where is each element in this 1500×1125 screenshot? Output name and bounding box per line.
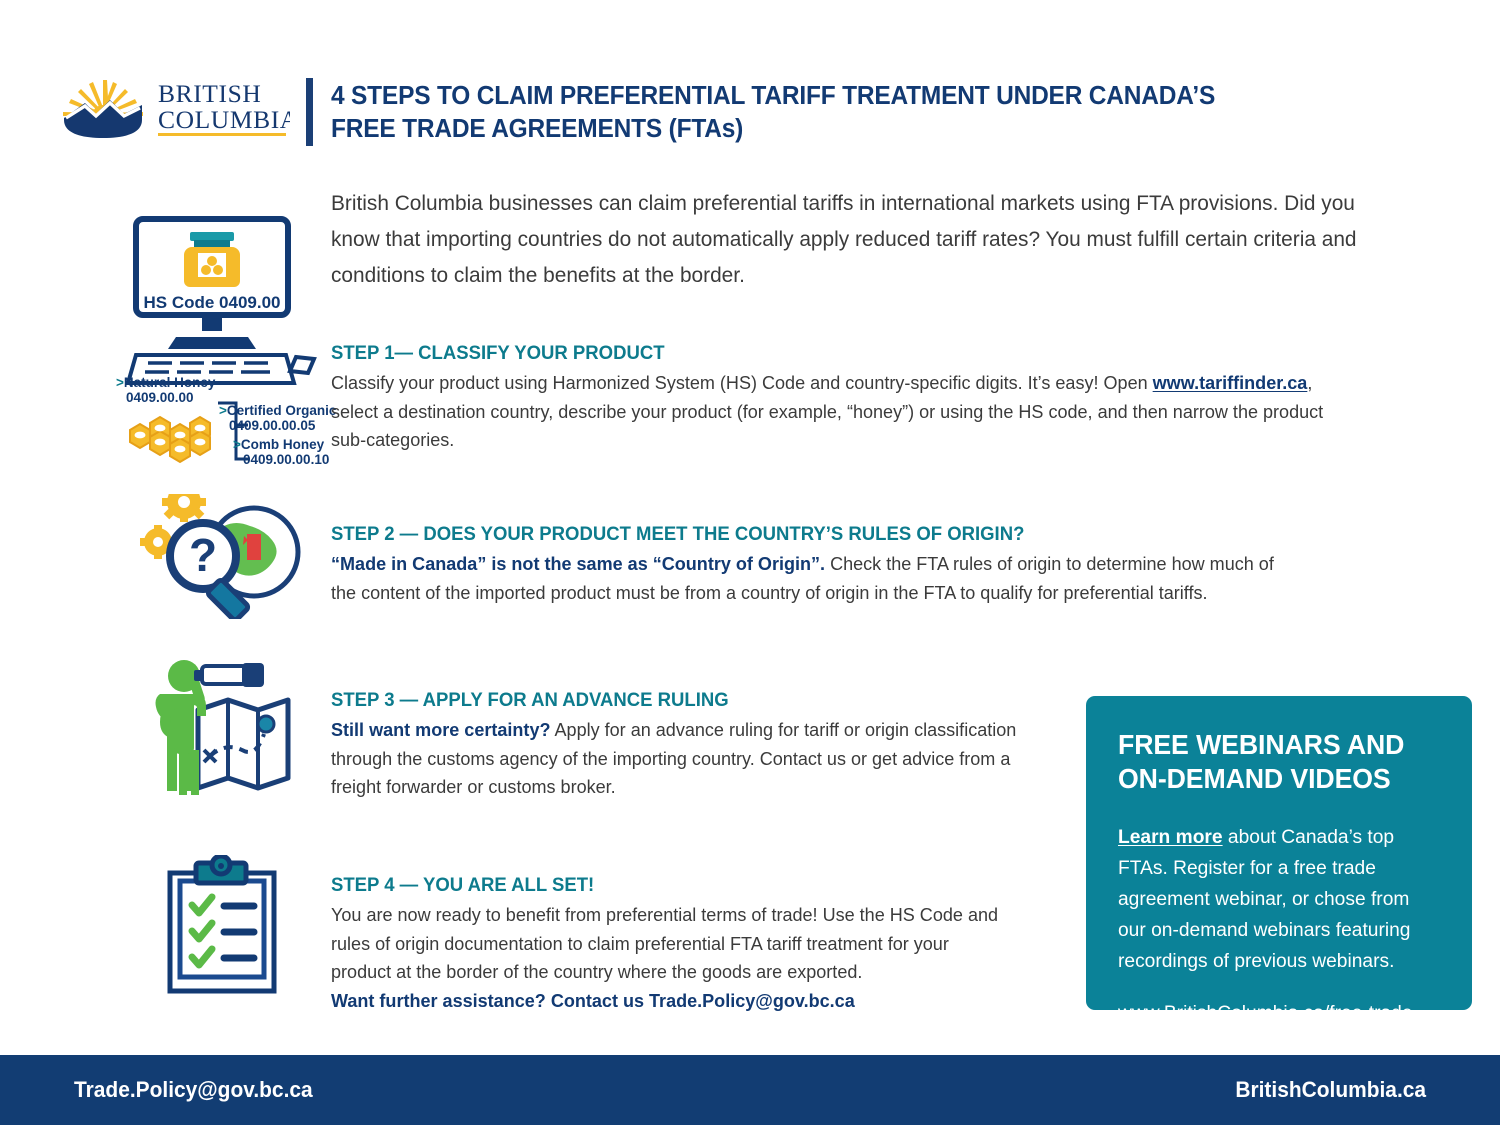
step-1-body: STEP 1— CLASSIFY YOUR PRODUCT Classify y… — [331, 340, 1391, 455]
chevron-right-icon: > — [116, 375, 124, 390]
map-route-dashes — [208, 733, 266, 758]
magnifying-glass-icon: ? — [166, 519, 251, 623]
footer-website[interactable]: BritishColumbia.ca — [1235, 1077, 1426, 1102]
chevron-right-icon: > — [219, 403, 227, 418]
step-1-text-pre: Classify your product using Harmonized S… — [331, 372, 1153, 393]
step-2-body: STEP 2 — DOES YOUR PRODUCT MEET THE COUN… — [331, 521, 1331, 607]
webinar-url[interactable]: www.BritishColumbia.ca/free-trade — [1118, 1002, 1413, 1024]
monitor-hs-code-label: HS Code 0409.00 — [143, 293, 280, 312]
monitor-neck — [202, 315, 222, 331]
step-3-body: STEP 3 — APPLY FOR AN ADVANCE RULING Sti… — [331, 687, 1071, 802]
map-destination-pin — [256, 714, 276, 734]
webinar-title: FREE WEBINARS AND ON-DEMAND VIDEOS — [1118, 728, 1432, 796]
bc-logo-svg: BRITISH COLUMBIA — [63, 79, 290, 138]
webinar-body-text: about Canada’s top FTAs. Register for a … — [1118, 826, 1411, 972]
webinar-body: Learn more about Canada’s top FTAs. Regi… — [1118, 822, 1436, 977]
step-3-text-rest: Apply for an advance ruling for tariff o… — [331, 719, 1017, 797]
keyboard-icon — [125, 353, 297, 385]
diagram-node-a-code: 0409.00.00.05 — [229, 418, 316, 433]
step-2-text-rest: Check the FTA rules of origin to determi… — [331, 553, 1274, 603]
monitor-base — [168, 337, 256, 349]
logo-text-columbia: COLUMBIA — [158, 105, 290, 134]
footer-bar: Trade.Policy@gov.bc.ca BritishColumbia.c… — [0, 1055, 1500, 1125]
step-4-text-rest: You are now ready to benefit from prefer… — [331, 904, 999, 982]
intro-paragraph: British Columbia businesses can claim pr… — [331, 191, 1357, 287]
computer-honey-classification-icon: HS Code 0409.00 — [116, 215, 336, 470]
diagram-node-b-name: Comb Honey — [240, 437, 325, 452]
page-title-line-1: 4 STEPS TO CLAIM PREFERENTIAL TARIFF TRE… — [331, 82, 1216, 110]
diagram-node-root-code: 0409.00.00 — [126, 390, 194, 405]
step-3-text: Still want more certainty? Apply for an … — [331, 716, 1049, 802]
keyboard-keys — [145, 361, 270, 374]
step-3-text-bold: Still want more certainty? — [331, 719, 551, 740]
step-2-text: “Made in Canada” is not the same as “Cou… — [331, 550, 1301, 607]
honeycomb-icon — [129, 415, 211, 464]
step-4-contact-line[interactable]: Want further assistance? Contact us Trad… — [331, 989, 855, 1011]
step3-icon-svg — [155, 660, 291, 795]
folded-map-icon — [195, 697, 291, 791]
step-1-text-post: , select a destination country, describe… — [331, 372, 1324, 450]
step-4-text: You are now ready to benefit from prefer… — [331, 901, 1010, 1015]
page-title-line-2: FREE TRADE AGREEMENTS (FTAs) — [331, 115, 744, 143]
diagram-node-b: >Comb Honey — [233, 437, 363, 452]
chevron-right-icon: > — [233, 437, 241, 452]
webinar-title-line-2: ON-DEMAND VIDEOS — [1118, 763, 1391, 794]
step-2-text-bold: “Made in Canada” is not the same as “Cou… — [331, 553, 826, 574]
footer-email[interactable]: Trade.Policy@gov.bc.ca — [74, 1077, 313, 1102]
map-x-marker — [202, 748, 218, 764]
logo-text-british: BRITISH — [158, 79, 261, 108]
honey-jar-icon — [184, 232, 240, 287]
tree-connectors — [218, 401, 250, 461]
question-mark-glyph: ? — [189, 529, 217, 581]
header-divider — [306, 78, 313, 146]
mountain-navy — [64, 100, 142, 138]
learn-more-link[interactable]: Learn more — [1118, 826, 1223, 848]
step-4-body: STEP 4 — YOU ARE ALL SET! You are now re… — [331, 872, 1031, 1015]
diagram-node-b-code: 0409.00.00.10 — [243, 452, 330, 467]
webinar-title-line-1: FREE WEBINARS AND — [1118, 729, 1405, 760]
header: BRITISH COLUMBIA 4 STEPS TO CLAIM PREFER… — [0, 0, 1500, 170]
diagram-node-a: >Certified Organic — [219, 403, 349, 418]
tariffinder-link[interactable]: www.tariffinder.ca — [1152, 372, 1308, 393]
telescope-icon — [194, 663, 264, 687]
logo-underline — [158, 133, 286, 136]
step-1-text: Classify your product using Harmonized S… — [331, 369, 1359, 455]
step1-icon-svg: HS Code 0409.00 — [125, 216, 317, 464]
explorer-telescope-map-icon — [152, 654, 312, 809]
step-1-heading: STEP 1— CLASSIFY YOUR PRODUCT — [331, 342, 665, 364]
checklist-lines — [220, 902, 258, 962]
webinar-promo-panel: FREE WEBINARS AND ON-DEMAND VIDEOS Learn… — [1086, 696, 1472, 1024]
step-2-heading: STEP 2 — DOES YOUR PRODUCT MEET THE COUN… — [331, 523, 1025, 545]
checkmarks — [188, 893, 216, 969]
person-figure — [155, 660, 206, 795]
diagram-node-root-name: Natural Honey — [123, 375, 216, 390]
snowline — [65, 100, 141, 120]
page-title: 4 STEPS TO CLAIM PREFERENTIAL TARIFF TRE… — [331, 80, 1397, 146]
bc-government-logo: BRITISH COLUMBIA — [58, 72, 290, 140]
diagram-node-a-name: Certified Organic — [226, 403, 337, 418]
mouse-icon — [287, 354, 317, 376]
step-4-heading: STEP 4 — YOU ARE ALL SET! — [331, 874, 595, 896]
magnifier-gears-globe-icon: ? — [140, 482, 320, 624]
step-3-heading: STEP 3 — APPLY FOR AN ADVANCE RULING — [331, 689, 729, 711]
clipboard-checklist-icon — [160, 853, 300, 1010]
step4-icon-svg — [167, 853, 277, 994]
step2-icon-svg: ? — [140, 482, 301, 623]
diagram-node-root: >Natural Honey — [116, 375, 326, 390]
